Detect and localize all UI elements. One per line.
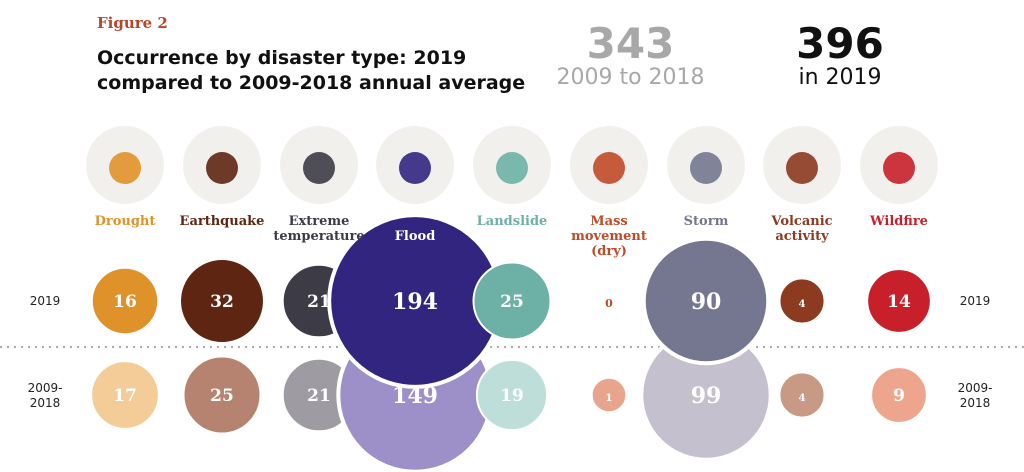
category-label: Earthquake <box>180 214 265 229</box>
category-label: Wildfire <box>869 214 928 229</box>
category-label: Volcanic activity <box>770 214 832 244</box>
figure-label: Figure 2 <box>97 14 168 32</box>
bubble-value: 17 <box>113 386 137 406</box>
row-label-right: 2019 <box>960 294 991 308</box>
category-label-line: Volcanic <box>770 214 832 229</box>
wildfire-icon <box>860 126 938 204</box>
bubble-value: 21 <box>307 292 331 312</box>
drought-icon-glyph <box>109 152 141 184</box>
storm-icon-glyph <box>690 152 722 184</box>
bubble-value: 9 <box>893 386 905 406</box>
bubble-2019-drought <box>90 266 160 336</box>
category-label-line: Storm <box>684 214 729 229</box>
title-line-2: compared to 2009-2018 annual average <box>97 72 526 94</box>
category-label-line: Drought <box>95 214 156 229</box>
category-label-line: Earthquake <box>180 214 265 229</box>
category-label: Flood <box>395 229 436 244</box>
bubble-2019-earthquake <box>179 258 265 344</box>
bubble-value: 32 <box>210 292 234 312</box>
bubble-value: 0 <box>605 297 613 310</box>
bubble-avg-mass-movement <box>590 376 628 414</box>
bubble-value: 25 <box>210 386 234 406</box>
wildfire-icon-glyph <box>883 152 915 184</box>
category-label-line: (dry) <box>591 244 627 259</box>
category-label-line: movement <box>571 229 647 244</box>
category-label: Storm <box>684 214 729 229</box>
bubble-avg-volcano <box>778 371 826 419</box>
landslide-icon <box>473 126 551 204</box>
category-label-line: Landslide <box>477 214 548 229</box>
total-average-value: 343 <box>586 19 675 68</box>
volcano-icon <box>763 126 841 204</box>
category-label: Extreme temperature <box>273 214 364 244</box>
bubble-avg-drought <box>90 360 160 430</box>
bubble-2019-storm <box>641 236 771 366</box>
earthquake-icon-glyph <box>206 152 238 184</box>
bubble-2019-volcano <box>778 277 826 325</box>
bubble-value: 16 <box>113 292 137 312</box>
bubble-avg-wildfire <box>870 366 928 424</box>
thermometer-icon <box>280 126 358 204</box>
thermometer-icon-glyph <box>303 152 335 184</box>
bubble-2019-wildfire <box>866 268 932 334</box>
drought-icon <box>86 126 164 204</box>
row-label-right: 2009-2018 <box>958 381 993 410</box>
category-label-line: Wildfire <box>869 214 928 229</box>
flood-icon <box>376 126 454 204</box>
total-current: 396 in 2019 <box>785 22 895 90</box>
bubble-avg-landslide <box>475 358 549 432</box>
row-label-line: 2018 <box>30 396 61 410</box>
total-average: 343 2009 to 2018 <box>548 22 713 90</box>
category-label: Mass movement (dry) <box>571 214 647 259</box>
bubble-value: 25 <box>500 292 524 312</box>
landslide-icon-glyph <box>496 152 528 184</box>
volcano-icon-glyph <box>786 152 818 184</box>
row-label-line: 2009- <box>28 381 63 395</box>
bubble-value: 21 <box>307 386 331 406</box>
bubble-avg-earthquake <box>182 355 262 435</box>
bubble-value: 90 <box>691 289 722 315</box>
category-label-line: Flood <box>395 229 436 244</box>
earthquake-icon <box>183 126 261 204</box>
total-current-label: in 2019 <box>798 65 882 90</box>
storm-icon <box>667 126 745 204</box>
total-current-value: 396 <box>796 19 884 68</box>
bubble-value: 4 <box>799 393 806 404</box>
flood-icon-glyph <box>399 152 431 184</box>
bubble-2019-landslide <box>472 261 552 341</box>
mass-movement-icon-glyph <box>593 152 625 184</box>
category-label-line: Mass <box>590 214 627 229</box>
bubble-value: 19 <box>500 386 524 406</box>
bubble-value: 14 <box>887 292 911 312</box>
row-label-line: 2019 <box>30 294 61 308</box>
row-label-left: 2009-2018 <box>28 381 63 410</box>
category-label-line: activity <box>775 229 829 244</box>
category-label-line: Extreme <box>289 214 350 229</box>
title-line-1: Occurrence by disaster type: 2019 <box>97 47 467 69</box>
category-label: Drought <box>95 214 156 229</box>
total-average-label: 2009 to 2018 <box>556 65 705 90</box>
row-label-line: 2018 <box>960 396 991 410</box>
chart-title: Occurrence by disaster type: 2019 compar… <box>97 46 525 96</box>
bubble-value: 194 <box>392 289 438 315</box>
category-label: Landslide <box>477 214 548 229</box>
row-label-line: 2019 <box>960 294 991 308</box>
mass-movement-icon <box>570 126 648 204</box>
row-label-line: 2009- <box>958 381 993 395</box>
bubble-value: 4 <box>799 299 806 310</box>
bubble-value: 1 <box>606 393 613 404</box>
bubble-value: 99 <box>691 383 722 409</box>
row-label-left: 2019 <box>30 294 61 308</box>
category-label-line: temperature <box>273 229 364 244</box>
